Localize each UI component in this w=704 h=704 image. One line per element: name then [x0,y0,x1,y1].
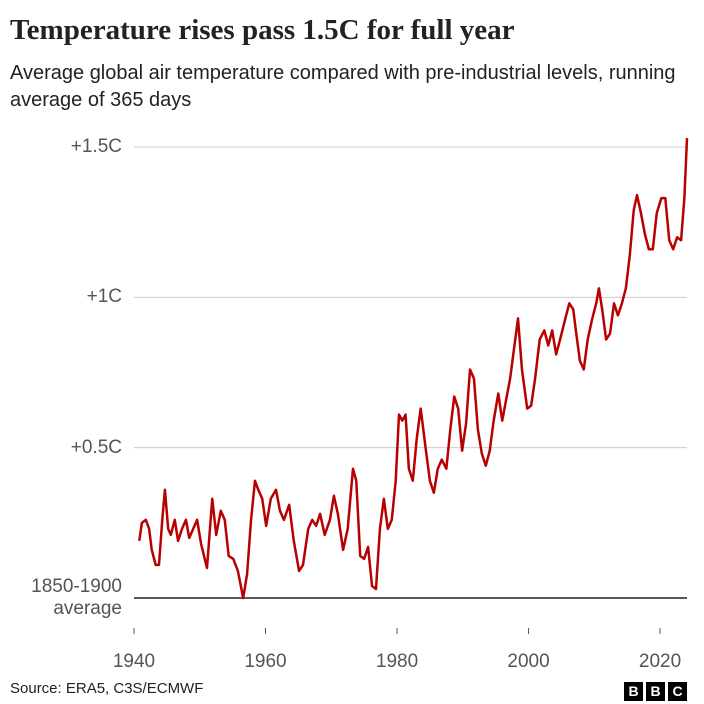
y-tick-label: 1850-1900 average [31,576,122,619]
x-tick-label: 1980 [376,651,418,672]
logo-letter: B [646,682,665,701]
y-tick-label: +1.5C [70,136,122,158]
logo-letter: C [668,682,687,701]
logo-letter: B [624,682,643,701]
y-tick-label: +1C [86,286,122,308]
x-tick-label: 2000 [507,651,549,672]
source: Source: ERA5, C3S/ECMWF [10,680,204,697]
data-line [138,137,689,600]
x-tick-label: 2020 [639,651,681,672]
x-tick-label: 1940 [113,651,155,672]
chart-title: Temperature rises pass 1.5C for full yea… [10,14,515,46]
x-tick-label: 1960 [244,651,286,672]
y-tick-label: +0.5C [70,436,122,458]
chart-subtitle: Average global air temperature compared … [10,62,676,111]
